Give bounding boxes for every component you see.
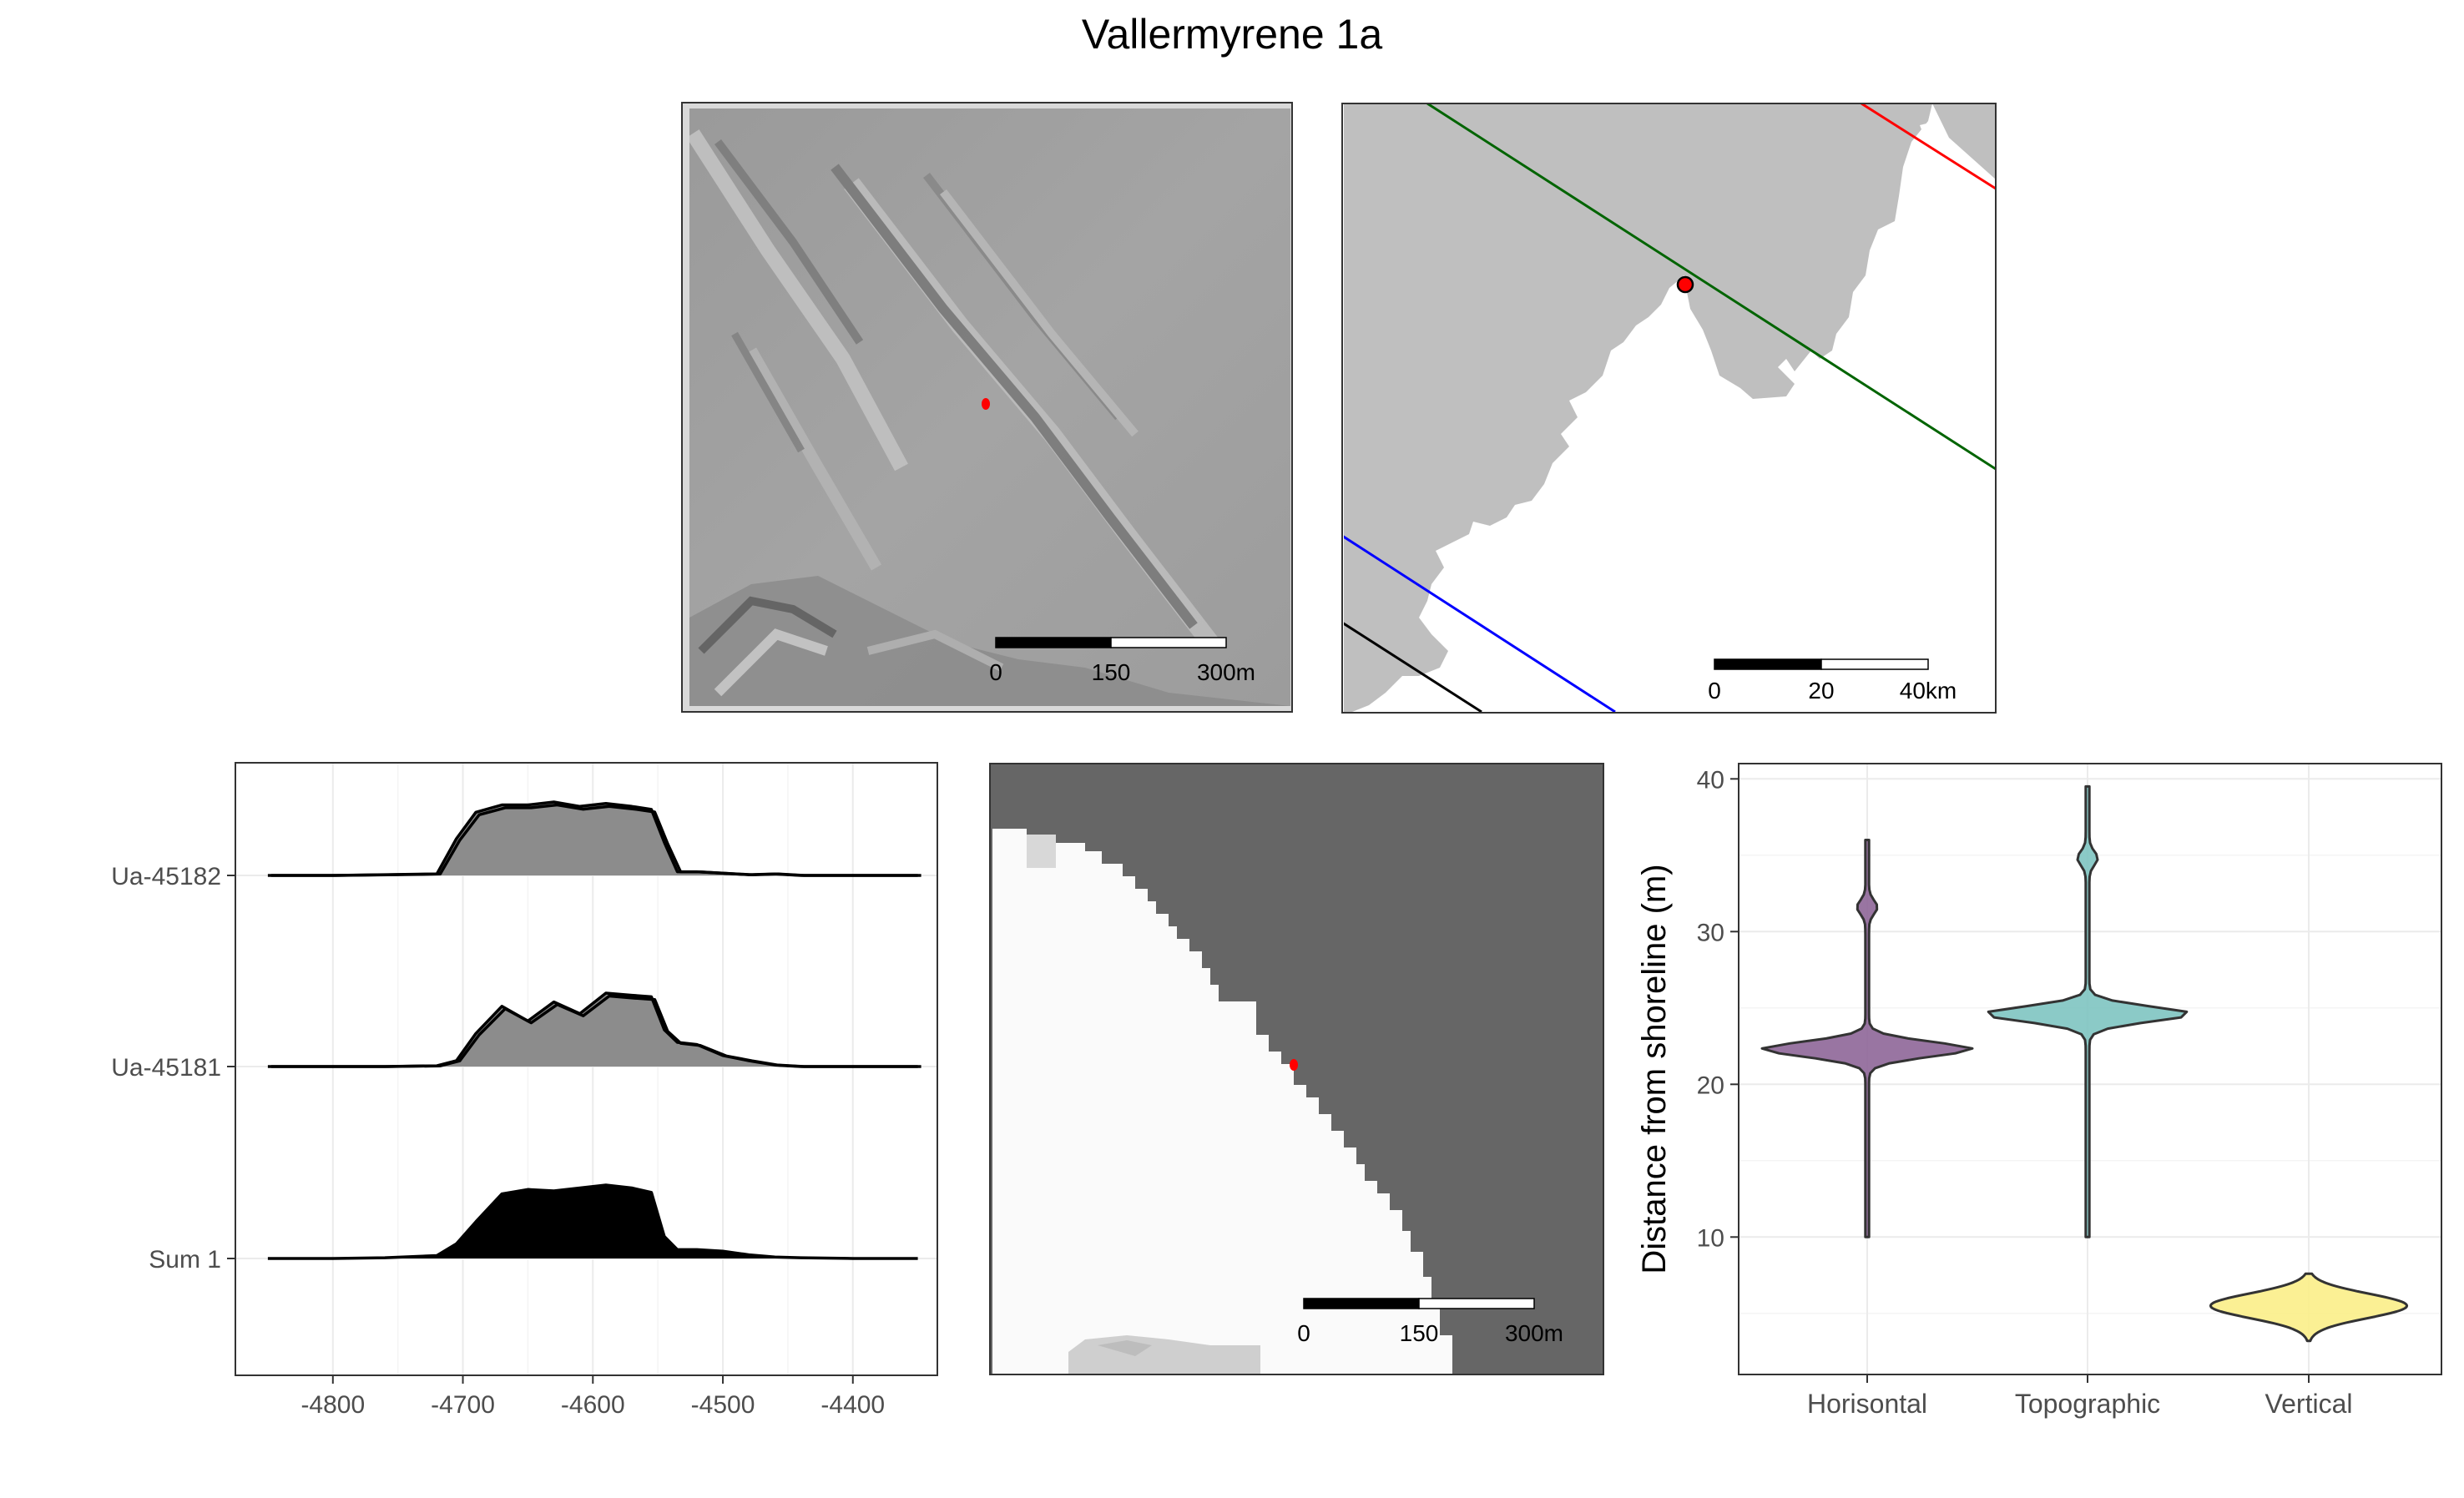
raster-light-area [992, 829, 1452, 1374]
overview-scalebar: 0 20 40km [1708, 658, 1957, 704]
hillshade-panel: 0 150 300m [681, 102, 1293, 713]
violin-x-tick-label: Horisontal [1807, 1389, 1927, 1419]
ridge-y-tick-label: Ua-45181 [111, 1054, 221, 1082]
overview-frame [1341, 103, 1997, 714]
overview-scalebar-label-1: 20 [1808, 678, 1834, 704]
overview-map-panel: 0 20 40km [1341, 103, 1997, 714]
shoreline-green [1426, 104, 1995, 471]
raster-frame [989, 763, 1604, 1375]
violin-x-tick-label: Vertical [2265, 1389, 2353, 1419]
violin-x-tick-label: Topographic [2015, 1389, 2160, 1419]
overview-scalebar-label-2: 40km [1900, 678, 1957, 704]
ridge-x-tick-label: -4800 [300, 1391, 365, 1419]
ridge-x-tick-label: -4400 [820, 1391, 885, 1419]
violin-panel: 10 20 30 40 Horisontal Topographic Vertical D… [1636, 763, 2442, 1419]
ridge-x-tick-label: -4600 [561, 1391, 625, 1419]
overview-land [1344, 104, 1932, 712]
violin-y-tick-label: 10 [1697, 1224, 1724, 1252]
raster-site-point [1290, 1059, 1298, 1071]
shoreline-red [1861, 104, 1995, 190]
ridge-y-tick-label: Sum 1 [149, 1246, 221, 1274]
shoreline-blue [1344, 535, 1616, 712]
overview-site-point [1676, 275, 1694, 294]
violin-topographic [1987, 784, 2189, 1238]
figure-title: Vallermyrene 1a [1082, 11, 1383, 58]
hillshade-scalebar-label-2: 300m [1197, 659, 1255, 685]
ridge-line-secondary-2 [270, 994, 921, 1068]
ridge-y-tick-label: Ua-45182 [111, 863, 221, 890]
ridge-line-3 [267, 1183, 918, 1260]
ridge-area-2 [267, 993, 918, 1067]
violin-y-axis-title: Distance from shoreline (m) [1636, 864, 1673, 1274]
hillshade-scalebar-label-1: 150 [1092, 659, 1131, 685]
violin-vertical [2209, 1272, 2409, 1343]
ridge-x-tick-label: -4700 [431, 1391, 495, 1419]
hillshade-site-point [982, 398, 990, 410]
ridgeline-panel: Ua-45182 Ua-45181 Sum 1 -4800 -4700 -4600 -45… [111, 762, 938, 1419]
raster-panel: 0 150 300m [989, 763, 1604, 1375]
violin-y-tick-label: 40 [1697, 766, 1724, 794]
ridge-x-tick-label: -4500 [691, 1391, 755, 1419]
raster-scalebar: 0 150 300m [1297, 1298, 1563, 1346]
violin-y-tick-label: 20 [1697, 1072, 1724, 1099]
ridge-area-1 [267, 802, 918, 875]
hillshade-scalebar-label-0: 0 [989, 659, 1002, 685]
shoreline-black [1344, 622, 1482, 712]
violin-y-tick-label: 30 [1697, 919, 1724, 946]
raster-scalebar-label-1: 150 [1400, 1320, 1439, 1346]
ridge-line-secondary-1 [270, 803, 921, 877]
ridge-area-3 [267, 1185, 918, 1258]
raster-scalebar-label-0: 0 [1297, 1320, 1310, 1346]
hillshade-ridges [689, 129, 1290, 706]
hillshade-scalebar: 0 150 300m [989, 637, 1255, 685]
violin-horisontal [1760, 839, 1974, 1238]
raster-scalebar-label-2: 300m [1505, 1320, 1563, 1346]
overview-scalebar-label-0: 0 [1708, 678, 1721, 704]
